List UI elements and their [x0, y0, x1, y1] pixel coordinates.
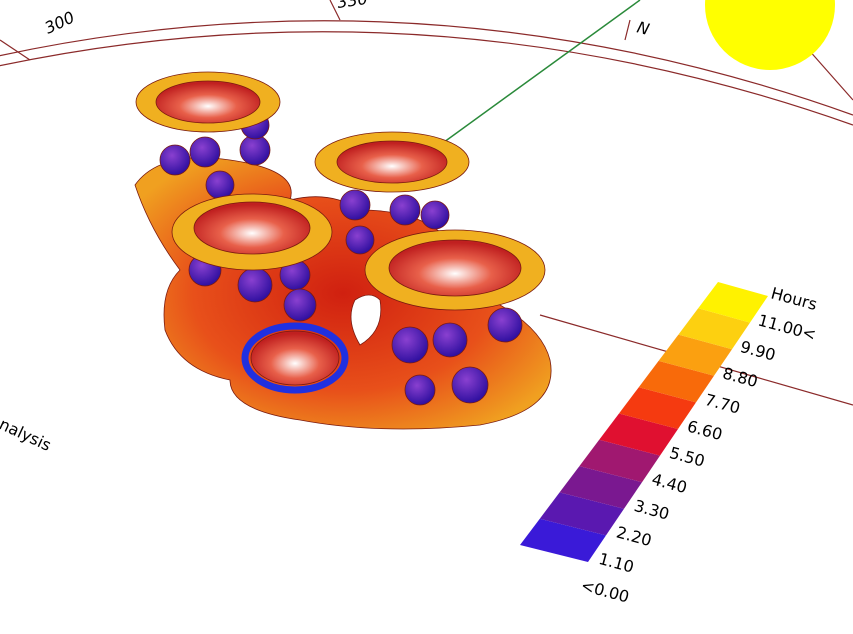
sun-ray [439, 0, 641, 146]
legend-swatch [638, 360, 714, 403]
compass-ring [0, 31, 853, 126]
funnel-inner [250, 330, 340, 386]
legend-label: 1.10 [597, 549, 636, 577]
legend-swatch [698, 282, 768, 323]
compass-ring [0, 20, 853, 116]
legend-label: 6.60 [685, 417, 724, 445]
legend-swatch [579, 439, 660, 483]
legend-label: 9.90 [738, 337, 777, 365]
legend-swatch [599, 413, 678, 456]
legend-title: Hours [769, 284, 819, 314]
legend-label: 5.50 [667, 443, 706, 471]
legend-swatch [520, 518, 606, 562]
model [134, 71, 552, 430]
legend: Hours <0.001.102.203.304.405.506.607.708… [520, 282, 819, 607]
legend-swatch [559, 466, 642, 509]
compass-label: N [635, 18, 652, 39]
compass-label: 300 [42, 7, 78, 37]
spheres [159, 110, 523, 406]
caption: nalysis [0, 414, 54, 454]
legend-swatch [539, 492, 624, 536]
funnels [135, 71, 546, 311]
sun [705, 0, 835, 70]
legend-swatch [678, 308, 750, 350]
legend-label: 7.70 [703, 390, 742, 418]
courtyard [350, 294, 382, 346]
legend-label: 11.00< [756, 311, 818, 345]
compass-label: 330 [336, 0, 369, 12]
legend-label: 3.30 [632, 496, 671, 524]
legend-swatch [658, 334, 732, 376]
legend-label: <0.00 [579, 576, 631, 607]
legend-label: 8.80 [721, 364, 760, 392]
compass [0, 0, 853, 406]
compass-ticks [0, 0, 853, 101]
ring [241, 322, 349, 394]
legend-swatch [619, 387, 696, 429]
legend-label: 4.40 [650, 470, 689, 498]
legend-label: 2.20 [614, 523, 653, 551]
